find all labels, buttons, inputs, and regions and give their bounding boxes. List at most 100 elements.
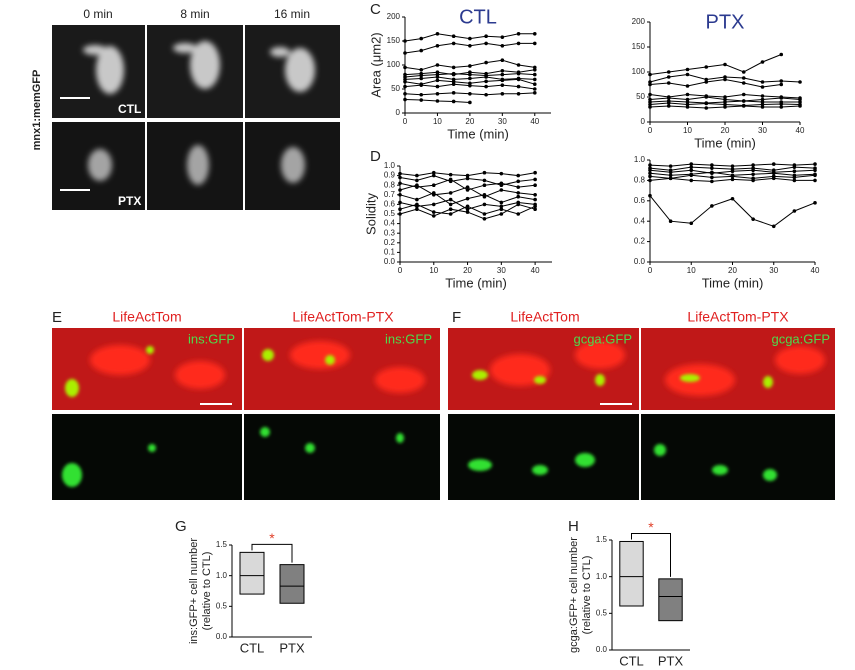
point [723,100,727,104]
x-tick-label: PTX [658,653,684,668]
panel-letter: F [452,309,461,326]
point [760,102,765,107]
time-label: 0 min [83,7,112,21]
significance: * [269,530,275,546]
x-axis-label: Time (min) [702,275,764,290]
x-tick-label: 10 [683,126,692,135]
point [792,209,797,213]
y-tick-label: 0.0 [216,632,228,641]
point [415,202,419,207]
point [730,169,735,174]
point [451,82,456,86]
point [435,99,440,103]
point [435,92,440,96]
x-tick-label: CTL [240,640,265,655]
point [398,171,402,176]
point [704,65,709,69]
point [448,212,453,216]
y-axis-label: Area (μm2) [368,32,383,97]
point [741,70,746,74]
point [468,44,472,48]
point [648,105,652,109]
point [484,60,488,65]
y-tick-label: 1.0 [634,155,646,164]
point [710,170,714,175]
point [760,100,765,104]
point [468,76,472,81]
point [779,79,784,83]
point [751,178,755,183]
point [415,207,419,211]
point [741,99,746,103]
x-tick-label: 40 [811,266,820,275]
point [668,173,673,178]
significance: * [648,519,654,535]
box [279,564,305,604]
point [685,67,690,72]
point [482,202,487,207]
point [499,171,504,176]
point [499,181,504,186]
point [499,204,504,209]
point [403,92,407,96]
point [516,41,521,46]
y-tick-label: 200 [632,17,646,26]
x-tick-label: 30 [758,126,767,135]
condition-label: PTX [118,194,141,208]
point [779,82,784,87]
micrographs-ab [52,25,340,210]
point [532,87,537,91]
point [484,41,488,46]
point [648,163,652,167]
x-tick-label: 40 [530,117,539,126]
y-tick-label: 0.5 [216,601,228,610]
point [431,191,436,195]
point [451,41,456,46]
x-tick-label: 10 [433,117,442,126]
point [792,169,797,174]
point [499,207,504,211]
x-tick-label: 0 [648,266,653,275]
point [533,170,537,175]
point [710,166,714,170]
point [771,162,776,166]
panel-letter: D [370,148,381,165]
box [619,540,644,607]
point [813,178,817,183]
point [451,91,456,95]
point [398,207,402,211]
point [465,173,470,178]
point [516,71,521,76]
point [792,165,797,169]
y-tick-label: 0 [641,117,646,126]
point [689,178,694,183]
point [484,79,488,84]
point [435,75,440,79]
x-tick-label: 20 [463,266,472,275]
point [435,84,440,89]
point [500,78,505,83]
y-axis-label: ins:GFP+ cell number [188,538,200,644]
image-label: gcga:GFP [771,331,830,346]
point [403,97,407,102]
reporter-label: mnx1:memGFP [31,70,43,151]
point [710,175,714,180]
x-tick-label: 40 [531,266,540,275]
point [779,52,784,57]
point [465,185,470,189]
y-tick-label: 0.9 [384,171,396,180]
point [798,97,802,102]
point [448,177,453,182]
point [398,200,402,205]
point [484,84,488,89]
y-tick-label: 0.0 [634,257,646,266]
point [516,179,521,184]
point [813,162,817,166]
x-tick-label: 0 [403,117,408,126]
panel-letter: E [52,309,62,326]
y-tick-label: 0.4 [384,219,396,228]
point [779,105,784,109]
point [468,92,472,96]
point [435,44,440,48]
point [431,214,436,218]
